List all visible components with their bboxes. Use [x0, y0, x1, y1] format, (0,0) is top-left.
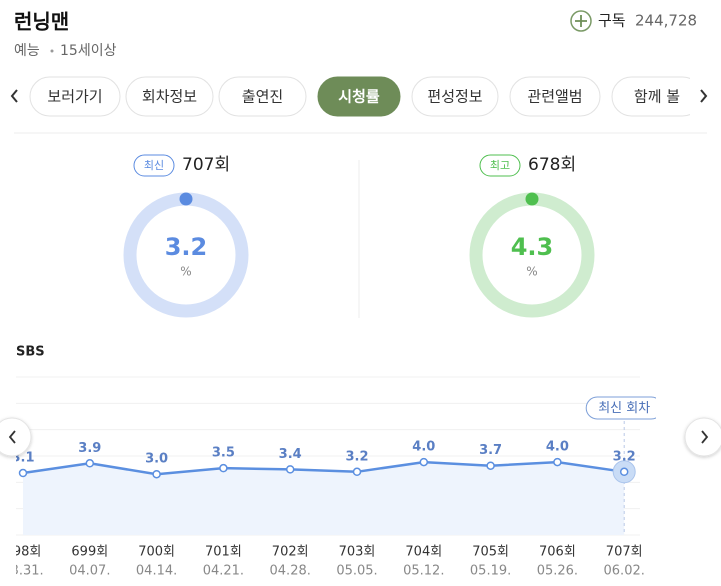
tab-pill [411, 76, 499, 117]
tab-pill [317, 76, 401, 117]
x-tick-label: 703회 [339, 545, 376, 560]
x-tick-date: 04.14. [136, 564, 177, 579]
value-label: 3.0 [145, 452, 168, 467]
rating-unit: % [180, 265, 191, 279]
tab[interactable]: 시청률 [317, 76, 401, 117]
chart-nav-button[interactable] [684, 417, 721, 457]
tab-bar: 보러가기 회차정보 출연진 시청률 편성정보 관련앨범 함께 볼 [29, 76, 702, 117]
value-label: 3.2 [345, 449, 368, 464]
badge [133, 154, 175, 177]
age-rating: 15세이상 [60, 43, 117, 59]
annotation-box [585, 396, 656, 420]
stats: 최신 707회 3.2% 최고 678회 4.3% [123, 154, 595, 318]
button-circle [684, 417, 721, 457]
badge-label: 최신 [144, 159, 164, 172]
badge [479, 154, 521, 177]
x-tick-label: 702회 [272, 545, 309, 560]
subscribe-button[interactable]: 구독 244,728 [570, 10, 697, 32]
tabs-prev[interactable] [10, 89, 18, 103]
tab-label: 함께 볼 [634, 88, 680, 106]
chart-nav [0, 417, 721, 457]
ring-dot [179, 192, 193, 206]
value-label: 3.2 [613, 449, 636, 464]
chevron [8, 430, 16, 444]
show-title: 런닝맨 [14, 10, 69, 34]
x-tick-label: 700회 [138, 545, 175, 560]
tab-pill [125, 76, 214, 117]
point [419, 457, 429, 467]
x-tick-date: 04.07. [69, 564, 110, 579]
x-tick-date: 03.31. [2, 564, 43, 579]
x-tick-label: 699회 [71, 545, 108, 560]
ring-dot [525, 192, 539, 206]
plus-icon [575, 15, 587, 27]
tab-label: 출연진 [242, 88, 283, 106]
chart: 3.1698회03.31.3.9699회04.07.3.0700회04.14.3… [2, 376, 656, 579]
x-tick-date: 06.02. [604, 564, 645, 579]
point [619, 467, 629, 477]
tab[interactable]: 함께 볼 [611, 76, 702, 117]
value-label: 3.9 [78, 441, 101, 456]
genre: 예능 [14, 43, 40, 59]
x-tick-label: 698회 [5, 545, 42, 560]
value-label: 3.4 [279, 447, 302, 462]
subscriber-count: 244,728 [635, 12, 697, 30]
rating-unit: % [526, 265, 537, 279]
x-tick-label: 704회 [405, 545, 442, 560]
area [23, 462, 625, 535]
value-label: 4.0 [546, 440, 569, 455]
x-tick-label: 705회 [472, 545, 509, 560]
badge-label: 최고 [490, 159, 510, 172]
tab-label: 보러가기 [47, 88, 102, 106]
x-tick-date: 05.26. [537, 564, 578, 579]
point [352, 467, 362, 477]
point [285, 465, 295, 474]
tab-pill [509, 76, 601, 117]
x-tick-label: 701회 [205, 545, 242, 560]
chart-nav-button[interactable] [0, 417, 32, 457]
point [85, 459, 95, 468]
tab-pill [218, 76, 307, 117]
x-tick-date: 04.28. [270, 564, 311, 579]
x-tick-label: 706회 [539, 545, 576, 560]
tab[interactable]: 보러가기 [29, 76, 121, 117]
tab[interactable]: 출연진 [218, 76, 307, 117]
tab-label: 편성정보 [427, 88, 482, 106]
episode: 707회 [182, 155, 230, 175]
line [22, 460, 625, 476]
separator [50, 49, 54, 53]
point [553, 457, 562, 467]
annotation: 최신 회차 [598, 401, 650, 416]
point [152, 469, 161, 479]
tab-label: 관련앨범 [527, 88, 582, 106]
x-tick-date: 05.05. [336, 564, 377, 579]
subscribe-label: 구독 [598, 12, 626, 30]
tab[interactable]: 관련앨범 [509, 76, 601, 117]
rating-value: 4.3 [511, 233, 554, 261]
button-circle [0, 417, 32, 457]
x-tick-label: 707회 [606, 545, 643, 560]
value-label: 3.7 [479, 443, 502, 458]
tabs-next[interactable] [700, 89, 708, 103]
value-label: 4.0 [412, 440, 435, 455]
x-tick-date: 05.19. [470, 564, 511, 579]
point [18, 468, 28, 478]
tab-label: 시청률 [338, 88, 380, 106]
x-tick-date: 05.12. [403, 564, 444, 579]
rating-value: 3.2 [165, 233, 208, 261]
value-label: 3.5 [212, 446, 235, 461]
x-tick-date: 04.21. [203, 564, 244, 579]
tab-pill [29, 76, 121, 117]
chevron [701, 430, 709, 444]
point [219, 463, 228, 473]
tab-pill [611, 76, 690, 117]
point [486, 461, 495, 470]
tab[interactable]: 편성정보 [411, 76, 499, 117]
tab-label: 회차정보 [142, 88, 197, 106]
episode: 678회 [528, 155, 576, 175]
tab[interactable]: 회차정보 [125, 76, 214, 117]
channel-label: SBS [16, 345, 45, 360]
